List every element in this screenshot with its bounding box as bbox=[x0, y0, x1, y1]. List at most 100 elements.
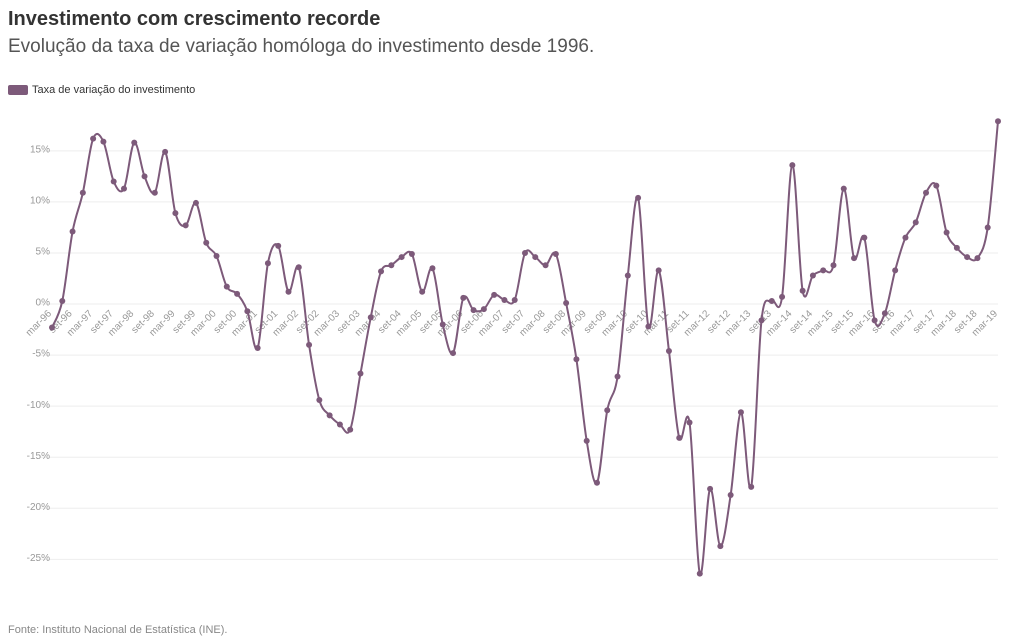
data-point bbox=[141, 173, 148, 180]
data-point bbox=[789, 162, 796, 169]
data-point bbox=[645, 323, 652, 330]
data-point bbox=[902, 234, 909, 241]
data-point bbox=[151, 189, 158, 196]
y-tick-label: -5% bbox=[32, 349, 50, 360]
data-point bbox=[367, 314, 374, 321]
y-tick-label: 0% bbox=[36, 298, 51, 309]
y-tick-label: -15% bbox=[27, 451, 50, 462]
y-tick-label: 10% bbox=[30, 196, 50, 207]
data-point bbox=[583, 437, 590, 444]
data-point bbox=[275, 242, 282, 249]
data-point bbox=[974, 255, 981, 262]
y-tick-label: 15% bbox=[30, 144, 50, 155]
data-point bbox=[768, 297, 775, 304]
data-point bbox=[398, 254, 405, 261]
y-tick-label: 5% bbox=[36, 247, 51, 258]
data-point bbox=[357, 370, 364, 377]
data-point bbox=[676, 434, 683, 441]
data-point bbox=[59, 297, 66, 304]
data-point bbox=[964, 254, 971, 261]
data-point bbox=[213, 253, 220, 260]
data-point bbox=[779, 293, 786, 300]
data-point bbox=[737, 409, 744, 416]
legend: Taxa de variação do investimento bbox=[8, 84, 195, 96]
data-point bbox=[192, 199, 199, 206]
data-point bbox=[511, 296, 518, 303]
data-point bbox=[285, 288, 292, 295]
data-point bbox=[326, 412, 333, 419]
y-tick-label: -25% bbox=[27, 553, 50, 564]
data-point bbox=[851, 255, 858, 262]
data-point bbox=[501, 296, 508, 303]
data-point bbox=[614, 373, 621, 380]
data-point bbox=[892, 267, 899, 274]
data-point bbox=[923, 189, 930, 196]
data-point bbox=[593, 479, 600, 486]
data-point bbox=[912, 219, 919, 226]
legend-label: Taxa de variação do investimento bbox=[32, 84, 196, 96]
data-point bbox=[439, 321, 446, 328]
data-point bbox=[984, 224, 991, 231]
data-point bbox=[624, 272, 631, 279]
data-point bbox=[244, 308, 251, 315]
data-point bbox=[347, 426, 354, 433]
data-point bbox=[49, 324, 55, 331]
y-tick-label: -10% bbox=[27, 400, 50, 411]
data-point bbox=[522, 249, 528, 256]
data-point bbox=[110, 178, 117, 185]
data-point bbox=[542, 262, 549, 269]
data-point bbox=[69, 228, 76, 235]
data-point bbox=[408, 251, 415, 257]
data-point bbox=[871, 317, 878, 324]
data-point bbox=[100, 138, 107, 145]
data-point bbox=[840, 185, 847, 192]
data-point bbox=[727, 492, 734, 499]
data-point bbox=[172, 210, 179, 217]
data-point bbox=[162, 148, 169, 155]
data-point bbox=[943, 229, 950, 236]
data-point bbox=[254, 344, 261, 351]
data-point bbox=[90, 135, 97, 142]
data-point bbox=[707, 485, 714, 492]
data-point bbox=[378, 268, 385, 275]
data-point bbox=[223, 283, 230, 290]
data-point bbox=[573, 356, 580, 363]
data-point bbox=[604, 407, 611, 414]
data-point bbox=[563, 300, 570, 307]
data-point bbox=[419, 288, 426, 295]
data-point bbox=[665, 348, 672, 355]
data-point bbox=[234, 290, 241, 297]
chart-subtitle: Evolução da taxa de variação homóloga do… bbox=[8, 36, 595, 57]
data-point bbox=[131, 139, 138, 146]
data-point bbox=[480, 306, 487, 313]
series-line bbox=[51, 121, 999, 576]
data-point bbox=[748, 483, 755, 490]
data-point bbox=[336, 421, 343, 428]
x-tick-label: mar-96 bbox=[24, 308, 54, 338]
data-point bbox=[655, 267, 662, 274]
data-point bbox=[552, 251, 559, 257]
data-point bbox=[306, 341, 313, 348]
data-point bbox=[491, 291, 498, 298]
data-point bbox=[830, 262, 837, 269]
data-point bbox=[532, 254, 539, 261]
legend-swatch bbox=[8, 85, 28, 95]
data-point bbox=[758, 317, 765, 324]
data-point bbox=[203, 239, 210, 246]
source: Fonte: Instituto Nacional de Estatística… bbox=[8, 624, 228, 636]
data-point bbox=[79, 189, 86, 196]
data-point bbox=[696, 570, 703, 577]
data-point bbox=[686, 419, 693, 426]
data-point bbox=[953, 244, 960, 251]
data-point bbox=[450, 350, 457, 357]
data-point bbox=[120, 185, 127, 192]
data-point bbox=[933, 182, 940, 189]
data-point bbox=[995, 118, 1001, 125]
data-point bbox=[429, 265, 436, 272]
data-point bbox=[388, 262, 395, 269]
data-point bbox=[182, 222, 189, 229]
data-point bbox=[635, 194, 642, 201]
data-point bbox=[820, 267, 827, 274]
